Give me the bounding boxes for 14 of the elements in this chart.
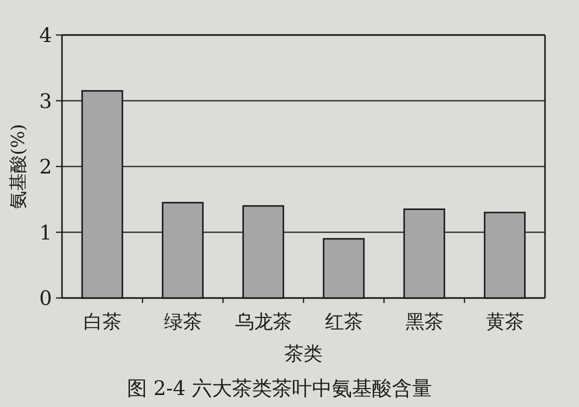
x-tick-label: 黑茶: [405, 311, 444, 333]
x-tick-label: 红茶: [324, 311, 363, 333]
y-tick-label: 1: [39, 220, 52, 244]
y-tick-label: 4: [39, 23, 52, 47]
y-tick-label: 3: [39, 88, 52, 113]
x-tick-label: 乌龙茶: [234, 311, 292, 333]
y-tick-label: 2: [39, 154, 52, 178]
x-tick-label: 绿茶: [164, 311, 202, 333]
x-tick-label: 白茶: [83, 311, 122, 333]
y-axis-title: 氨基酸(%): [8, 124, 29, 210]
text: 图 2-4 六大茶类茶叶中氨基酸含量: [127, 376, 432, 400]
y-tick-label: 0: [39, 286, 52, 310]
x-axis-title: 茶类: [284, 343, 322, 365]
x-tick-label: 黄茶: [486, 311, 524, 333]
